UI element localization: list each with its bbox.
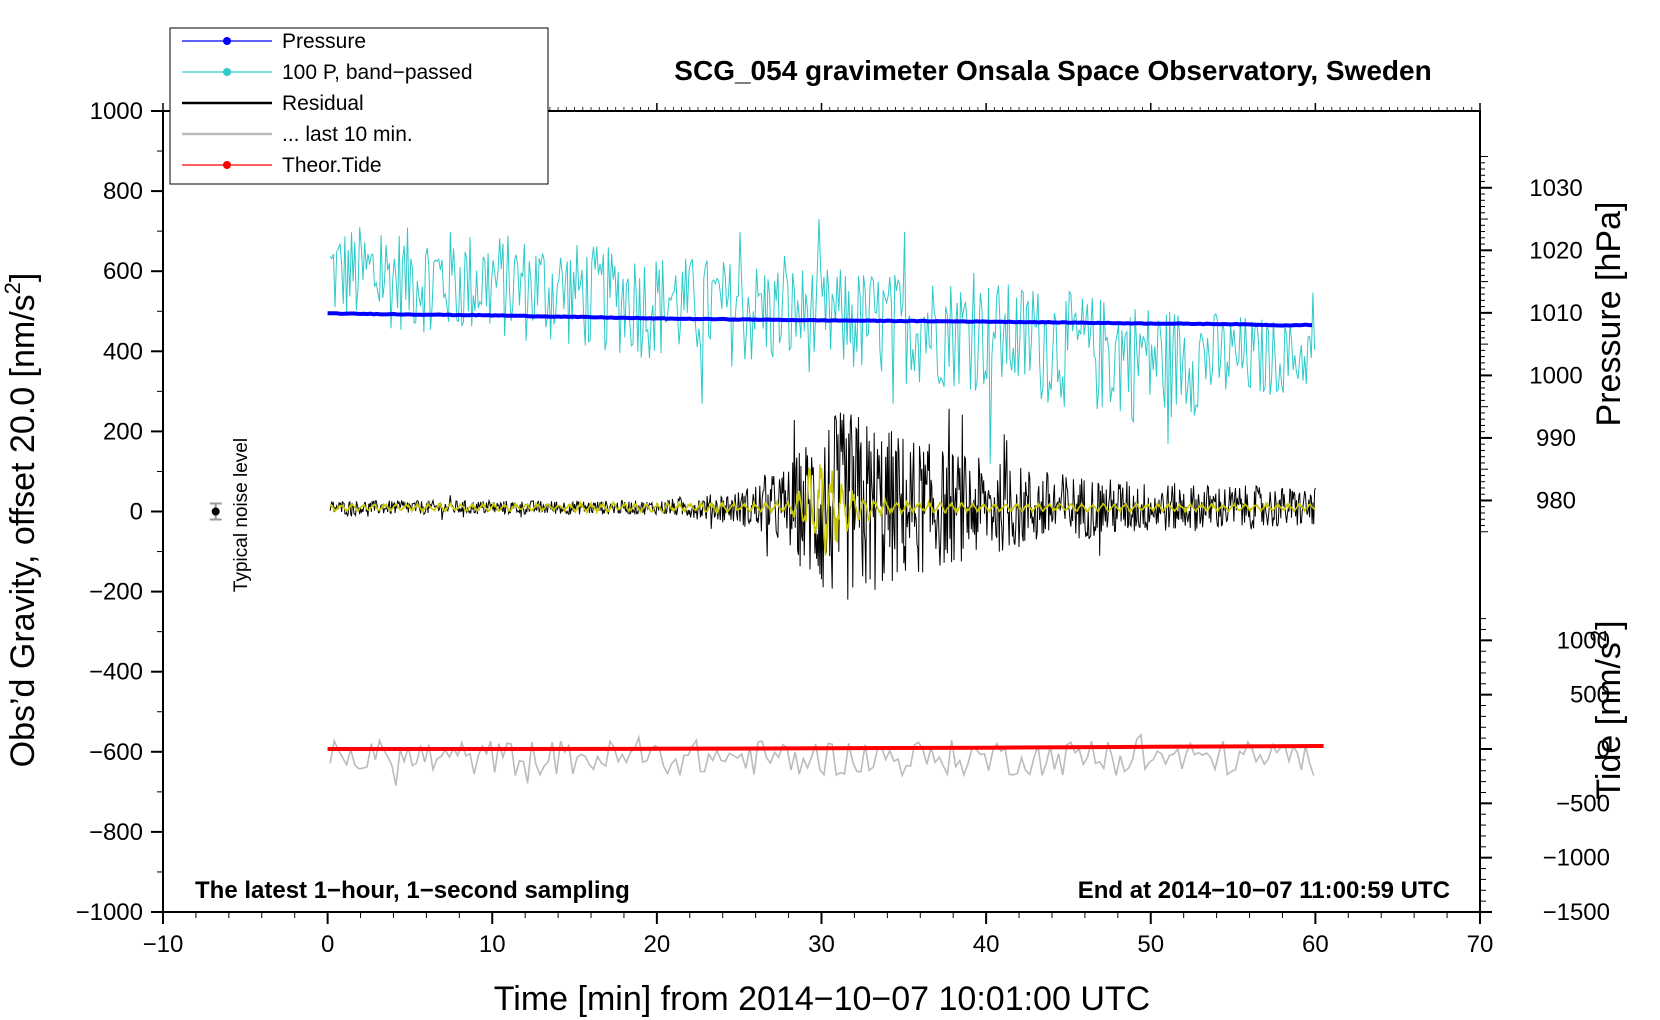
x-tick-label: 40 — [973, 931, 1000, 958]
tide-tick-label: 0 — [1597, 736, 1610, 763]
x-tick-label: 70 — [1467, 931, 1494, 958]
y-axis-label-close: ] — [4, 273, 42, 282]
legend-label: Theor.Tide — [282, 154, 382, 177]
legend-marker — [223, 68, 231, 76]
legend-label: Pressure — [282, 30, 366, 53]
legend-label: Residual — [282, 92, 364, 115]
y-tick-label: 400 — [103, 338, 143, 365]
x-tick-label: 60 — [1302, 931, 1329, 958]
pressure-axis-label: Pressure [hPa] — [1590, 202, 1628, 427]
y-axis-label-main: Obs’d Gravity, offset 20.0 [nm/s — [4, 294, 42, 767]
series-theor-tide — [327, 744, 1324, 751]
y-axis-gravity: −1000 −800 −600 −400 −200 0 200 400 600 800 1000 — [76, 98, 163, 926]
x-axis: −10 0 10 20 30 40 50 60 70 — [143, 103, 1494, 958]
pressure-tick-label: 1000 — [1529, 362, 1582, 389]
legend-marker — [223, 37, 231, 45]
legend-label: 100 P, band−passed — [282, 61, 473, 84]
pressure-tick-label: 990 — [1536, 425, 1576, 452]
y-tick-label: −600 — [89, 739, 143, 766]
y-tick-label: 800 — [103, 178, 143, 205]
tide-tick-label: −1500 — [1543, 899, 1610, 926]
chart-title: SCG_054 gravimeter Onsala Space Observat… — [674, 55, 1431, 86]
y-axis-label: Obs’d Gravity, offset 20.0 [nm/s2] — [0, 273, 42, 768]
tide-axis-label-main: Tide [nm/s — [1590, 642, 1628, 799]
y-tick-label: −400 — [89, 659, 143, 686]
series-bandpassed-pressure — [329, 219, 1316, 464]
series-residual-lowpass — [329, 464, 1316, 556]
y-tick-label: 0 — [130, 499, 143, 526]
last-10-min-line — [329, 732, 1315, 786]
y-axis-label-sup: 2 — [0, 282, 25, 294]
tide-axis-label: Tide [nm/s2] — [1586, 620, 1628, 799]
pressure-tick-label: 980 — [1536, 487, 1576, 514]
x-axis-label: Time [min] from 2014−10−07 10:01:00 UTC — [494, 980, 1150, 1018]
tide-tick-label: −500 — [1556, 790, 1610, 817]
pressure-tick-label: 1010 — [1529, 300, 1582, 327]
tide-line — [327, 744, 1324, 751]
tide-tick-label: −1000 — [1543, 845, 1610, 872]
y-axis-pressure: 980 990 1000 1010 1020 1030 — [1480, 156, 1583, 533]
sampling-note: The latest 1−hour, 1−second sampling — [195, 877, 630, 904]
tide-tick-label: 500 — [1570, 682, 1610, 709]
x-tick-label: 10 — [479, 931, 506, 958]
y-tick-label: 600 — [103, 258, 143, 285]
pressure-tick-label: 1030 — [1529, 175, 1582, 202]
pressure-line — [327, 311, 1313, 328]
end-time-note: End at 2014−10−07 11:00:59 UTC — [1078, 877, 1450, 904]
y-tick-label: −200 — [89, 579, 143, 606]
y-tick-label: 200 — [103, 418, 143, 445]
x-tick-label: 30 — [808, 931, 835, 958]
series-last-10-min — [329, 732, 1315, 786]
noise-level-label: Typical noise level — [231, 438, 252, 592]
y-axis-tide: −1500 −1000 −500 0 500 1000 — [1480, 618, 1610, 926]
noise-marker — [209, 502, 222, 521]
pressure-tick-label: 1020 — [1529, 237, 1582, 264]
legend-marker — [223, 161, 231, 169]
y-tick-label: 1000 — [90, 98, 143, 125]
legend: Pressure 100 P, band−passed Residual ... la… — [169, 27, 549, 185]
x-tick-label: 50 — [1137, 931, 1164, 958]
y-tick-label: −800 — [89, 819, 143, 846]
y-tick-label: −1000 — [76, 899, 143, 926]
x-tick-label: −10 — [143, 931, 184, 958]
tide-axis-label-sup: 2 — [1586, 630, 1611, 642]
residual-lowpass-line — [329, 464, 1316, 556]
legend-box — [169, 27, 549, 185]
bandpassed-line — [329, 219, 1316, 464]
x-tick-label: 0 — [321, 931, 334, 958]
tide-axis-label-close: ] — [1590, 620, 1628, 629]
series-pressure — [327, 311, 1313, 328]
legend-label: ... last 10 min. — [282, 123, 413, 146]
noise-point — [211, 507, 220, 516]
tide-tick-label: 1000 — [1557, 627, 1610, 654]
x-tick-label: 20 — [644, 931, 671, 958]
